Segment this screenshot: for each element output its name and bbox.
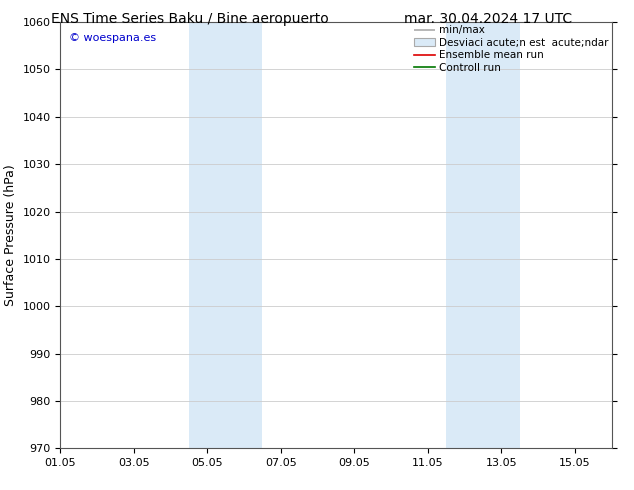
Bar	[226, 22, 262, 448]
Bar	[446, 22, 483, 448]
Y-axis label: Surface Pressure (hPa): Surface Pressure (hPa)	[4, 164, 17, 306]
Legend: min/max, Desviaci acute;n est  acute;ndar, Ensemble mean run, Controll run: min/max, Desviaci acute;n est acute;ndar…	[414, 25, 609, 73]
Text: mar. 30.04.2024 17 UTC: mar. 30.04.2024 17 UTC	[404, 12, 573, 26]
Bar	[189, 22, 226, 448]
Bar	[483, 22, 520, 448]
Text: © woespana.es: © woespana.es	[68, 33, 155, 43]
Text: ENS Time Series Baku / Bine aeropuerto: ENS Time Series Baku / Bine aeropuerto	[51, 12, 329, 26]
